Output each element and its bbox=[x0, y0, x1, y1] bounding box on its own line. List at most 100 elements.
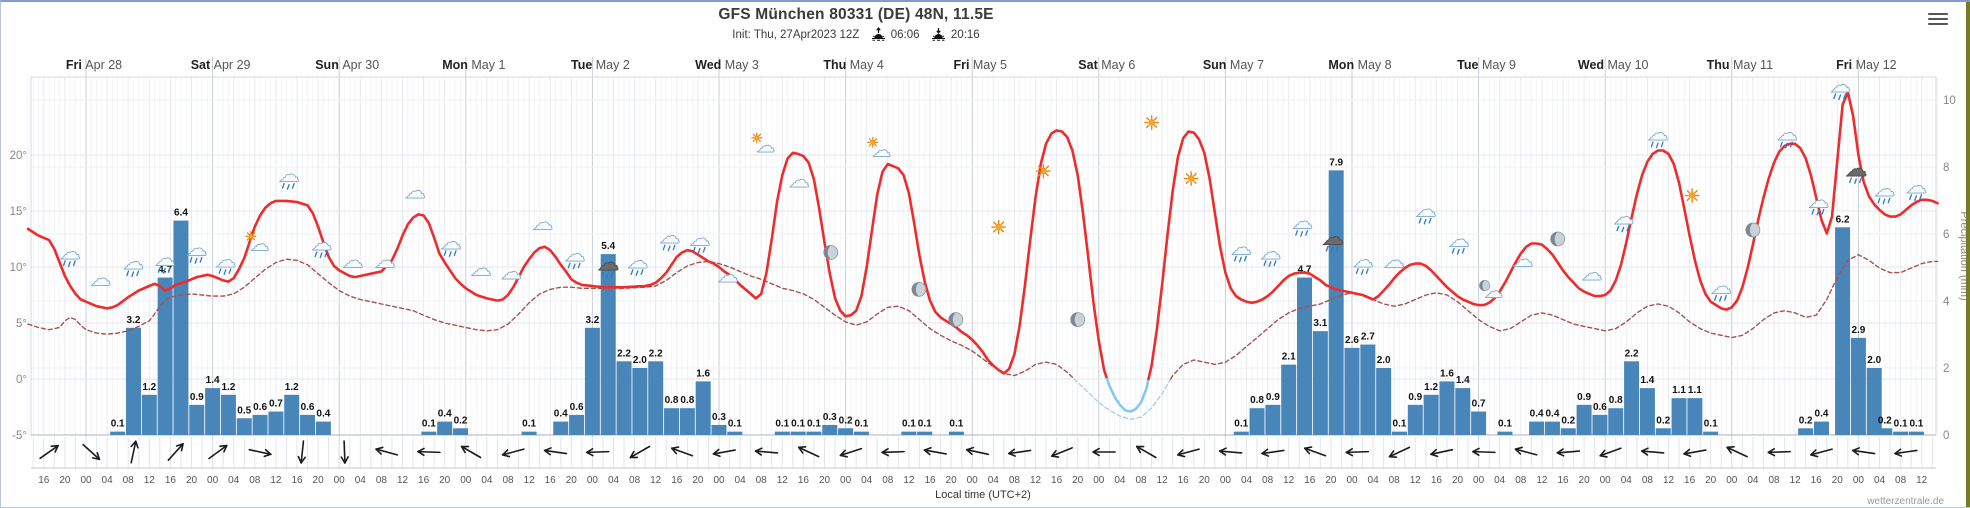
precip-value-label: 7.9 bbox=[1329, 157, 1343, 168]
wind-arrow-icon bbox=[501, 448, 525, 458]
raindrop-icon bbox=[136, 270, 140, 277]
weather-icon-rain: ☁ bbox=[1808, 189, 1830, 216]
vertical-scrollbar[interactable] bbox=[1966, 2, 1970, 507]
cloud-icon: ☁ bbox=[1874, 178, 1895, 201]
precip-value-label: 0.1 bbox=[1393, 419, 1407, 430]
wind-arrow-icon bbox=[1345, 447, 1370, 457]
precip-bar bbox=[1624, 361, 1640, 435]
raindrop-icon bbox=[1914, 195, 1918, 201]
wind-arrow-icon bbox=[340, 440, 349, 464]
precip-value-label: 0.6 bbox=[570, 402, 584, 413]
precip-bar bbox=[1423, 394, 1439, 435]
precip-value-label: 0.8 bbox=[665, 395, 679, 406]
precip-bar bbox=[1671, 398, 1687, 435]
precip-value-label: 0.4 bbox=[1545, 409, 1559, 420]
wind-arrow-icon bbox=[1556, 448, 1581, 457]
dewpoint-line bbox=[27, 253, 1939, 420]
precip-value-label: 1.4 bbox=[1640, 375, 1654, 386]
precip-value-label: 2.2 bbox=[649, 348, 663, 359]
precip-bar bbox=[1407, 404, 1423, 435]
raindrop-icon bbox=[1616, 225, 1620, 232]
time-tick-label: 08 bbox=[1389, 475, 1401, 486]
cloud-icon: ☁ bbox=[1292, 211, 1313, 234]
moon-icon bbox=[1745, 222, 1761, 238]
weather-icon-rain: ☁ bbox=[1906, 174, 1927, 201]
precip-value-label: 2.9 bbox=[1851, 325, 1865, 336]
cloud-icon: ☁ bbox=[1512, 249, 1533, 272]
day-label: Wed May 3 bbox=[695, 58, 759, 72]
time-tick-label: 20 bbox=[1452, 475, 1464, 486]
weather-icon-suncloud: ☀☁ bbox=[866, 134, 891, 162]
precip-tick-label: 4 bbox=[1943, 296, 1950, 308]
precip-bar bbox=[268, 411, 284, 435]
raindrop-icon bbox=[605, 272, 609, 279]
temp-tick-label: -5° bbox=[12, 430, 27, 442]
precip-bar bbox=[901, 431, 917, 435]
precip-bar bbox=[1608, 408, 1624, 435]
temp-tick-label: 5° bbox=[16, 318, 27, 330]
precip-value-label: 0.2 bbox=[1799, 415, 1813, 426]
precip-value-label: 1.1 bbox=[1672, 385, 1686, 396]
wind-arrow-icon bbox=[1894, 448, 1918, 457]
precip-tick-label: 8 bbox=[1943, 162, 1949, 174]
day-label: Fri May 12 bbox=[1836, 58, 1896, 72]
day-label: Sun Apr 30 bbox=[315, 58, 379, 72]
time-tick-label: 04 bbox=[735, 475, 747, 486]
time-tick-label: 00 bbox=[1093, 475, 1105, 486]
time-tick-label: 04 bbox=[1621, 475, 1633, 486]
cloud-icon: ☁ bbox=[123, 251, 144, 274]
cloud-icon: ☁ bbox=[597, 250, 619, 275]
precip-bar bbox=[1813, 421, 1829, 435]
precip-bar bbox=[1687, 398, 1703, 435]
precip-value-label: 0.9 bbox=[190, 392, 204, 403]
time-tick-label: 00 bbox=[587, 475, 599, 486]
precip-value-label: 3.1 bbox=[1313, 318, 1327, 329]
wind-arrow-icon bbox=[1261, 448, 1285, 457]
weather-icon-suncloud: ☀☁ bbox=[244, 228, 269, 256]
precipitation-labels: 0.13.21.24.76.40.91.41.20.50.60.71.20.60… bbox=[111, 157, 1924, 429]
temp-tick-label: 15° bbox=[10, 206, 27, 218]
precip-value-label: 0.3 bbox=[823, 412, 837, 423]
chart-menu-button[interactable] bbox=[1928, 10, 1948, 26]
raindrop-icon bbox=[324, 251, 328, 258]
wind-arrow-icon bbox=[923, 446, 947, 456]
cloud-icon: ☁ bbox=[375, 250, 396, 273]
precip-bar bbox=[1866, 368, 1882, 435]
time-tick-label: 04 bbox=[1241, 475, 1253, 486]
cloud-icon: ☁ bbox=[718, 264, 739, 287]
weather-icon-storm: ☁ bbox=[1845, 156, 1868, 185]
time-tick-label: 04 bbox=[481, 475, 493, 486]
time-tick-label: 16 bbox=[798, 475, 810, 486]
precip-bar bbox=[917, 431, 933, 435]
precip-bar bbox=[1576, 404, 1592, 435]
watermark: wetterzentrale.de bbox=[1867, 496, 1944, 507]
day-label: Fri Apr 28 bbox=[66, 58, 122, 72]
time-tick-label: 20 bbox=[1072, 475, 1084, 486]
time-tick-label: 12 bbox=[397, 475, 409, 486]
raindrop-icon bbox=[667, 245, 671, 252]
weather-icon-rain: ☁ bbox=[1230, 236, 1252, 263]
weather-icon-moon bbox=[1070, 312, 1086, 328]
cloud-icon: ☁ bbox=[250, 235, 269, 256]
wind-arrow-icon bbox=[543, 447, 568, 456]
raindrop-icon bbox=[199, 256, 203, 263]
wind-arrow-icon bbox=[1852, 447, 1876, 456]
time-tick-label: 16 bbox=[165, 475, 177, 486]
cloud-icon: ☁ bbox=[690, 228, 711, 251]
precip-value-label: 0.1 bbox=[111, 419, 125, 430]
weather-icon-cloud: ☁ bbox=[788, 169, 810, 193]
time-tick-label: 16 bbox=[1684, 475, 1696, 486]
time-tick-label: 20 bbox=[1579, 475, 1591, 486]
weather-icon-rain: ☁ bbox=[1874, 178, 1896, 205]
sun-icon: ☀ bbox=[990, 218, 1007, 239]
weather-icon-cloud: ☁ bbox=[374, 249, 396, 273]
time-tick-label: 08 bbox=[1262, 475, 1274, 486]
cloud-icon: ☁ bbox=[1582, 262, 1603, 285]
day-label: Sat May 6 bbox=[1078, 58, 1135, 72]
raindrop-icon bbox=[1461, 247, 1465, 254]
precip-value-label: 0.2 bbox=[454, 415, 468, 426]
precip-bar bbox=[1639, 388, 1655, 435]
weather-icon-cloud: ☁ bbox=[532, 211, 554, 235]
precip-tick-label: 0 bbox=[1943, 430, 1949, 442]
raindrop-icon bbox=[1428, 217, 1432, 224]
